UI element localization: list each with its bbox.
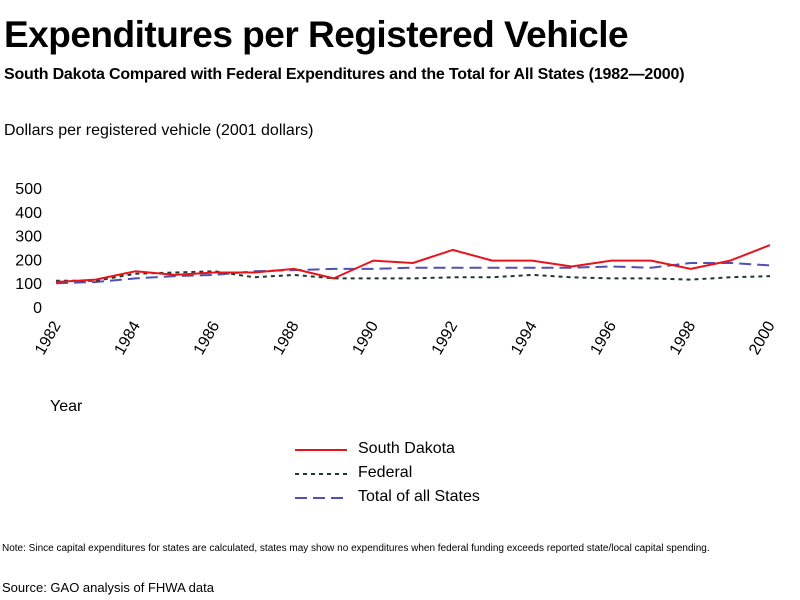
y-tick-label: 400 [15,205,42,222]
chart-source: Source: GAO analysis of FHWA data [2,580,214,595]
x-tick-label: 1982 [32,318,65,357]
legend-swatch-federal [295,473,347,475]
line-chart: 0 100 200 300 400 500 1982 1984 1986 1988 1990 1992… [15,181,779,358]
chart-note: Note: Since capital expenditures for sta… [2,543,710,554]
x-tick-label: 1994 [508,318,541,357]
chart-subtitle: South Dakota Compared with Federal Expen… [4,66,685,83]
x-tick-label: 1988 [270,318,303,357]
series-line-total-of-all-states [55,262,771,285]
x-tick-label: 1998 [667,318,700,357]
legend-label: Federal [358,464,413,481]
x-tick-label: 1984 [111,318,144,357]
series-line-federal [56,270,771,282]
chart-title: Expenditures per Registered Vehicle [4,14,629,55]
x-tick-label: 1986 [191,318,224,357]
y-axis-label: Dollars per registered vehicle (2001 dol… [4,122,314,139]
y-tick-label: 300 [15,229,42,246]
y-tick-label: 500 [15,181,42,198]
x-tick-label: 1990 [349,318,382,357]
y-tick-label: 200 [15,252,42,269]
series-line-south-dakota [55,244,771,283]
legend-label: Total of all States [358,488,480,505]
legend-swatch-south-dakota [295,449,347,451]
x-axis-label: Year [50,398,83,415]
x-tick-label: 1992 [429,318,462,357]
legend-label: South Dakota [358,440,455,457]
y-tick-label: 100 [15,276,42,293]
x-tick-label: 1996 [587,318,620,357]
legend-swatch-total-all-states [295,497,347,499]
x-tick-label: 2000 [746,318,779,357]
y-tick-label: 0 [33,300,42,317]
